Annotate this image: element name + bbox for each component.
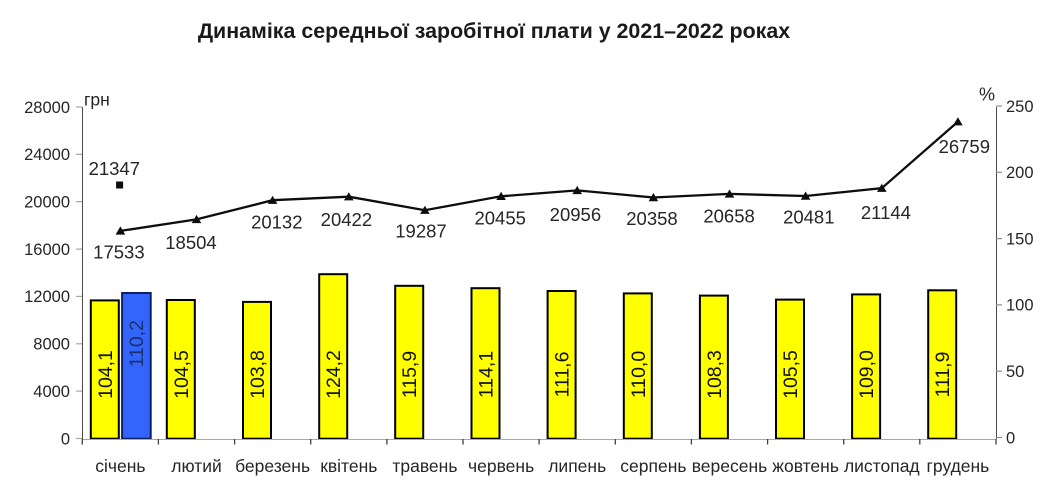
svg-text:110,0: 110,0 xyxy=(628,351,650,399)
svg-text:17533: 17533 xyxy=(93,241,144,262)
svg-text:105,5: 105,5 xyxy=(780,350,802,399)
svg-text:111,6: 111,6 xyxy=(552,352,574,398)
svg-text:20132: 20132 xyxy=(251,212,302,233)
svg-text:грудень: грудень xyxy=(926,456,989,476)
svg-text:103,8: 103,8 xyxy=(247,350,269,399)
svg-text:21347: 21347 xyxy=(89,158,140,179)
svg-text:серпень: серпень xyxy=(620,456,686,476)
svg-text:0: 0 xyxy=(61,430,70,448)
svg-text:26759: 26759 xyxy=(939,136,990,157)
svg-text:20422: 20422 xyxy=(321,209,372,230)
svg-text:104,5: 104,5 xyxy=(171,350,193,399)
svg-text:110,2: 110,2 xyxy=(126,320,148,367)
svg-text:12000: 12000 xyxy=(24,288,70,306)
svg-text:20481: 20481 xyxy=(783,207,834,228)
svg-text:108,3: 108,3 xyxy=(704,350,726,399)
svg-text:200: 200 xyxy=(1006,164,1034,182)
svg-text:0: 0 xyxy=(1006,429,1015,447)
svg-text:50: 50 xyxy=(1006,363,1024,381)
svg-text:вересень: вересень xyxy=(692,456,768,476)
svg-text:%: % xyxy=(979,85,995,105)
svg-text:100: 100 xyxy=(1006,297,1034,315)
svg-text:18504: 18504 xyxy=(165,232,216,253)
svg-text:20455: 20455 xyxy=(474,208,525,229)
svg-text:Динаміка середньої заробітної: Динаміка середньої заробітної плати у 20… xyxy=(198,19,790,43)
svg-text:21144: 21144 xyxy=(861,202,911,223)
svg-text:листопад: листопад xyxy=(844,456,920,476)
svg-text:лютий: лютий xyxy=(171,456,222,476)
svg-text:червень: червень xyxy=(468,456,534,476)
svg-text:124,2: 124,2 xyxy=(323,350,345,399)
svg-text:109,0: 109,0 xyxy=(856,350,878,399)
svg-text:20000: 20000 xyxy=(24,194,70,212)
svg-text:20956: 20956 xyxy=(550,204,601,225)
svg-text:150: 150 xyxy=(1006,230,1034,248)
svg-text:20358: 20358 xyxy=(626,208,677,229)
svg-text:8000: 8000 xyxy=(33,336,70,354)
svg-text:20658: 20658 xyxy=(703,206,754,227)
svg-text:16000: 16000 xyxy=(24,241,70,259)
svg-text:жовтень: жовтень xyxy=(772,456,839,476)
svg-text:травень: травень xyxy=(392,456,457,476)
svg-text:4000: 4000 xyxy=(33,383,70,401)
svg-text:липень: липень xyxy=(548,456,606,476)
svg-text:250: 250 xyxy=(1006,98,1034,116)
svg-text:грн: грн xyxy=(84,90,110,110)
svg-text:19287: 19287 xyxy=(395,221,446,242)
svg-text:104,1: 104,1 xyxy=(95,350,117,399)
svg-text:111,9: 111,9 xyxy=(932,352,954,398)
svg-text:28000: 28000 xyxy=(24,99,70,117)
svg-text:115,9: 115,9 xyxy=(399,351,421,398)
svg-text:24000: 24000 xyxy=(24,146,70,164)
svg-text:березень: березень xyxy=(235,456,310,476)
svg-text:114,1: 114,1 xyxy=(476,351,498,398)
svg-text:січень: січень xyxy=(95,456,145,476)
svg-text:квітень: квітень xyxy=(320,456,377,476)
